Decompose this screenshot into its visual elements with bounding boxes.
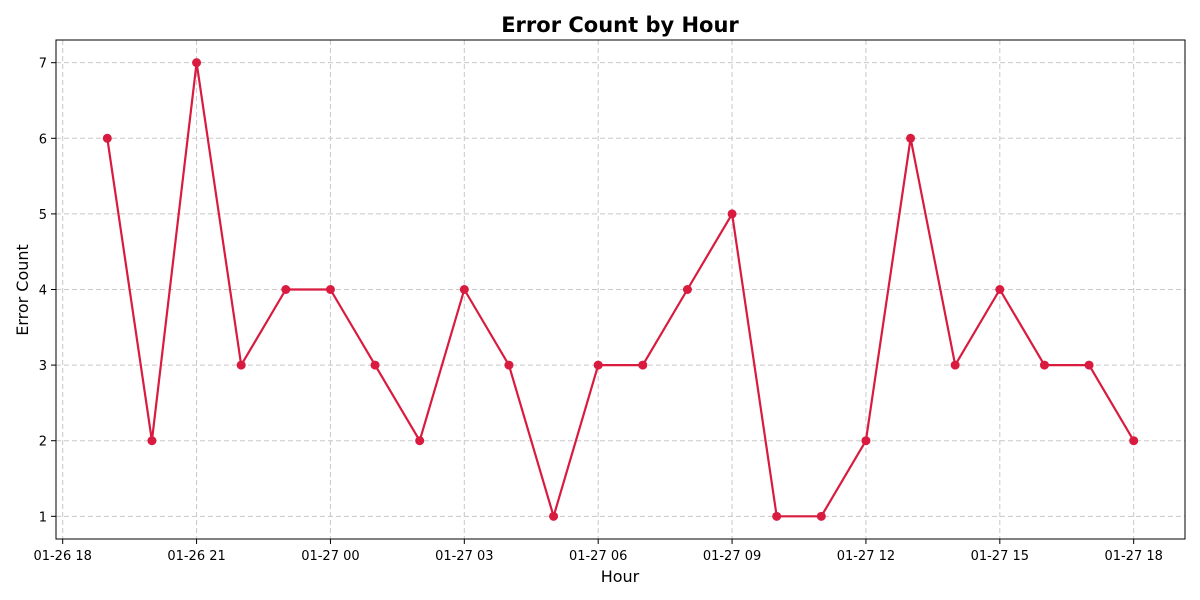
data-point: [906, 133, 916, 143]
data-point: [861, 436, 871, 446]
data-point: [415, 436, 425, 446]
x-axis-ticks: 01-26 18 01-26 21 01-27 00 01-27 03 01-27 06…: [33, 539, 1163, 564]
data-point: [593, 360, 603, 370]
data-point: [236, 360, 246, 370]
y-axis-ticks: 1 2 3 4 5 6 7: [39, 57, 56, 525]
x-tick-label: 01-27 09: [703, 549, 761, 564]
data-point: [682, 285, 692, 294]
data-point: [995, 285, 1005, 294]
data-point: [1084, 360, 1094, 370]
y-tick-label: 4: [39, 284, 47, 299]
data-point: [638, 360, 648, 370]
series-line: [106, 61, 1135, 518]
data-point: [504, 360, 514, 370]
x-tick-label: 01-27 12: [837, 549, 895, 564]
data-point: [816, 511, 826, 521]
data-point: [147, 436, 157, 446]
x-tick-label: 01-27 03: [435, 549, 493, 564]
data-point: [1129, 436, 1139, 446]
x-tick-label: 01-26 21: [167, 549, 225, 564]
data-point: [549, 511, 559, 521]
data-point: [325, 285, 335, 294]
y-tick-label: 6: [39, 132, 47, 147]
y-tick-label: 1: [39, 510, 47, 525]
data-point: [281, 285, 291, 294]
data-point: [727, 209, 737, 219]
data-point: [459, 285, 469, 294]
y-tick-label: 7: [39, 57, 47, 72]
x-tick-label: 01-27 00: [301, 549, 359, 564]
data-point: [772, 511, 782, 521]
x-tick-label: 01-27 15: [971, 549, 1029, 564]
series-layer: [102, 58, 1139, 521]
data-point: [1039, 360, 1049, 370]
x-tick-label: 01-27 06: [569, 549, 627, 564]
data-point: [192, 58, 202, 68]
data-point: [950, 360, 960, 370]
y-axis-title: Error Count: [13, 244, 32, 336]
y-tick-label: 2: [39, 435, 47, 450]
x-tick-label: 01-26 18: [33, 549, 91, 564]
data-point: [102, 133, 112, 143]
chart-title: Error Count by Hour: [501, 13, 739, 37]
y-tick-label: 5: [39, 208, 47, 223]
y-tick-label: 3: [39, 359, 47, 374]
data-point: [370, 360, 380, 370]
x-axis-title: Hour: [601, 567, 640, 586]
x-tick-label: 01-27 18: [1104, 549, 1162, 564]
